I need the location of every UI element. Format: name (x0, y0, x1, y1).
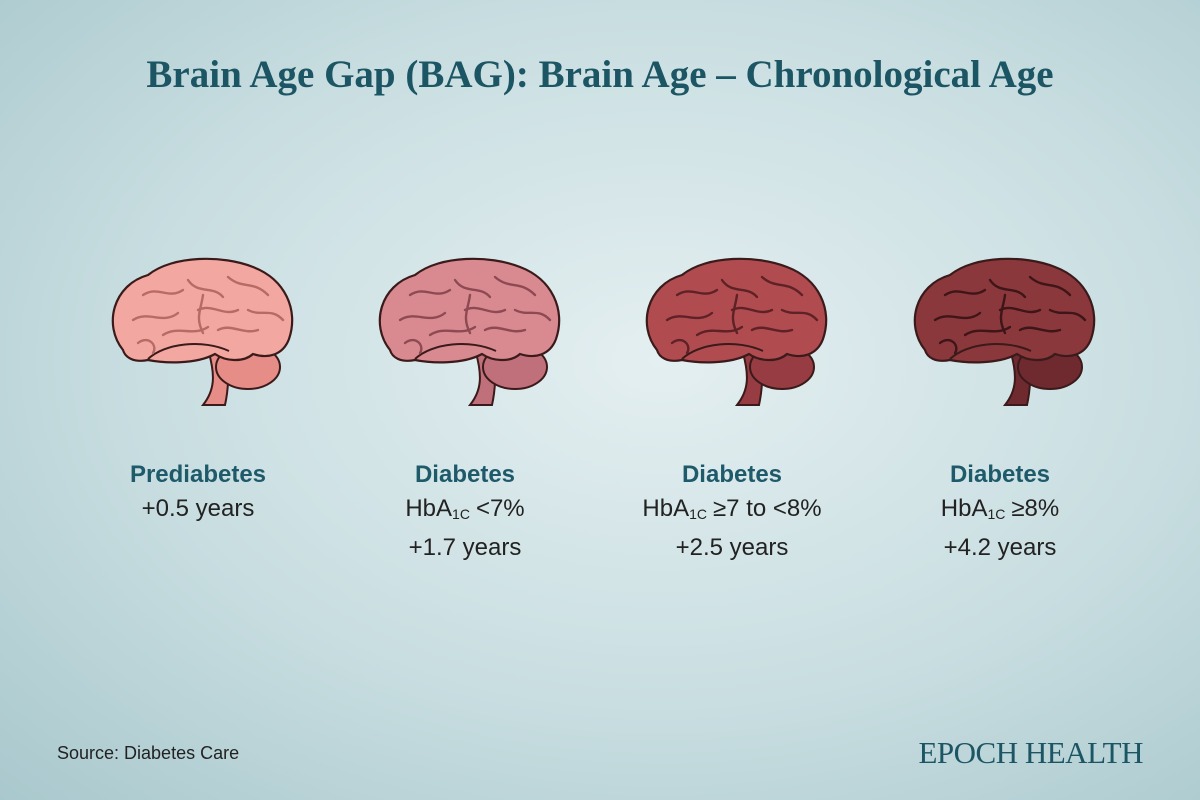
gyrus (403, 338, 423, 355)
gyrus (999, 293, 1007, 335)
gyrus (493, 275, 537, 297)
item: Diabetes HbA1C <7% +1.7 years (315, 458, 615, 565)
gyrus (161, 325, 210, 337)
gyrus (780, 308, 819, 322)
marker: HbA1C ≥7 to <8% (582, 492, 882, 531)
gyrus (695, 325, 744, 337)
brain (645, 257, 828, 406)
temporal-fold (147, 343, 230, 360)
heading: Diabetes (681, 461, 783, 488)
gyrus (483, 326, 527, 333)
marker: HbA1C ≥8% (850, 492, 1150, 531)
gyrus (453, 278, 492, 299)
gyrus (750, 326, 794, 333)
temporal-fold (414, 343, 497, 360)
marker-threshold: ≥8% (1011, 495, 1060, 522)
gyrus (731, 293, 739, 335)
gyrus (760, 275, 804, 297)
marker-base: HbA (642, 495, 690, 522)
gyrus (1028, 275, 1072, 297)
gyrus (141, 288, 185, 297)
gyrus (136, 338, 156, 355)
item: Diabetes HbA1C ≥8% +4.2 years (850, 458, 1150, 565)
gyrus (131, 311, 180, 322)
gyrus (998, 306, 1042, 314)
marker-sub: 1C (452, 506, 470, 522)
marker-base: HbA (405, 495, 453, 522)
gyrus (226, 275, 270, 297)
gyrus (1048, 308, 1087, 322)
gyrus (463, 306, 507, 314)
gap: +1.7 years (408, 534, 522, 561)
heading: Prediabetes (129, 461, 267, 488)
gyrus (216, 326, 260, 333)
brain (378, 257, 561, 406)
gyrus (246, 308, 285, 322)
brain (913, 257, 1096, 406)
gyrus (943, 288, 987, 297)
cerebrum (645, 257, 828, 364)
gyrus (464, 293, 472, 335)
cerebrum (913, 257, 1096, 364)
marker-threshold: ≥7 to <8% (713, 495, 822, 522)
gyrus (513, 308, 552, 322)
gyrus (730, 306, 774, 314)
gyrus (408, 288, 452, 297)
logo: EPOCH HEALTH (918, 735, 1143, 770)
temporal-fold (681, 343, 764, 360)
gyrus (988, 278, 1027, 299)
temporal-fold (949, 343, 1032, 360)
marker: HbA1C <7% (315, 492, 615, 531)
marker-sub: 1C (987, 506, 1006, 522)
gyrus (938, 338, 958, 355)
gyrus (675, 288, 719, 297)
cerebrum (378, 257, 561, 364)
gyrus (398, 311, 447, 322)
gyrus (428, 325, 477, 337)
brain-row (111, 257, 1096, 406)
title: Brain Age Gap (BAG): Brain Age – Chronol… (146, 53, 1054, 96)
gyrus (933, 311, 982, 322)
brain (111, 257, 294, 406)
gyrus (186, 278, 225, 299)
gyrus (665, 311, 714, 322)
gap: +2.5 years (675, 534, 789, 561)
gyrus (196, 306, 240, 314)
marker-threshold: <7% (475, 495, 525, 522)
gap: +4.2 years (943, 534, 1057, 561)
gyrus (670, 338, 690, 355)
gyrus (963, 325, 1012, 337)
marker-base: HbA (940, 495, 988, 522)
heading: Diabetes (414, 461, 516, 488)
marker-sub: 1C (689, 506, 707, 522)
gap: +0.5 years (141, 495, 255, 522)
gyrus (1018, 326, 1062, 333)
item: Prediabetes +0.5 years (48, 458, 348, 526)
gyrus (720, 278, 759, 299)
cerebrum (111, 257, 294, 364)
heading: Diabetes (949, 461, 1051, 488)
source: Source: Diabetes Care (57, 743, 240, 763)
item: Diabetes HbA1C ≥7 to <8% +2.5 years (582, 458, 882, 565)
gyrus (197, 293, 205, 335)
